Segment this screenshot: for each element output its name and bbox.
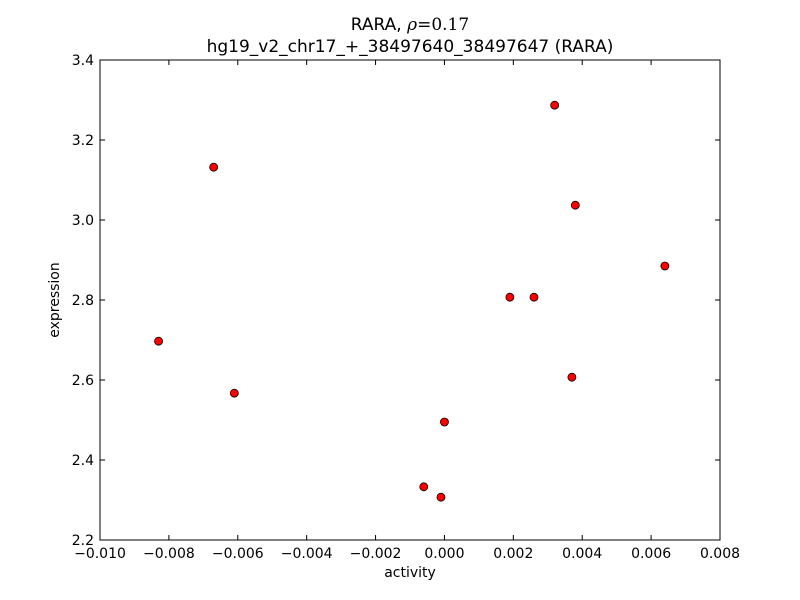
data-point xyxy=(440,417,449,427)
x-tick-label: −0.002 xyxy=(350,546,402,562)
data-point xyxy=(529,292,539,302)
axis-ticks: −0.010 −0.008 −0.006 −0.004 −0.002 0.000 0.002… xyxy=(72,53,740,562)
data-point xyxy=(567,372,577,382)
data-point xyxy=(209,162,219,172)
data-point xyxy=(154,336,163,346)
data-point xyxy=(229,388,239,398)
y-tick-label: 2.8 xyxy=(72,293,94,309)
x-tick-label: 0.008 xyxy=(700,546,740,562)
x-tick-label: 0.000 xyxy=(424,546,464,562)
y-tick-label: 3.0 xyxy=(72,213,94,229)
x-tick-label: −0.010 xyxy=(74,546,126,562)
y-tick-label: 2.6 xyxy=(72,373,94,389)
x-tick-label: −0.008 xyxy=(143,546,195,562)
chart-title-line2: hg19_v2_chr17_+_38497640_38497647 (RARA) xyxy=(207,37,614,57)
plot-area-frame xyxy=(99,59,721,541)
x-tick-label: −0.006 xyxy=(212,546,264,562)
y-tick-label: 3.4 xyxy=(72,53,94,69)
data-points xyxy=(154,100,670,502)
data-point xyxy=(436,492,446,502)
x-axis-label: activity xyxy=(384,565,436,581)
data-point xyxy=(660,261,670,271)
y-axis-label: expression xyxy=(47,262,63,338)
x-tick-label: 0.002 xyxy=(493,546,533,562)
data-point xyxy=(505,292,515,302)
chart-title-line1: RARA, ρ=0.17 xyxy=(351,15,469,35)
data-point xyxy=(419,482,429,492)
x-tick-label: 0.006 xyxy=(631,546,671,562)
data-point xyxy=(570,200,580,210)
x-tick-label: 0.004 xyxy=(562,546,602,562)
y-tick-label: 3.2 xyxy=(72,133,94,149)
x-tick-label: −0.004 xyxy=(281,546,333,562)
y-tick-label: 2.2 xyxy=(72,533,94,549)
data-point xyxy=(550,100,560,110)
y-tick-label: 2.4 xyxy=(72,453,94,469)
